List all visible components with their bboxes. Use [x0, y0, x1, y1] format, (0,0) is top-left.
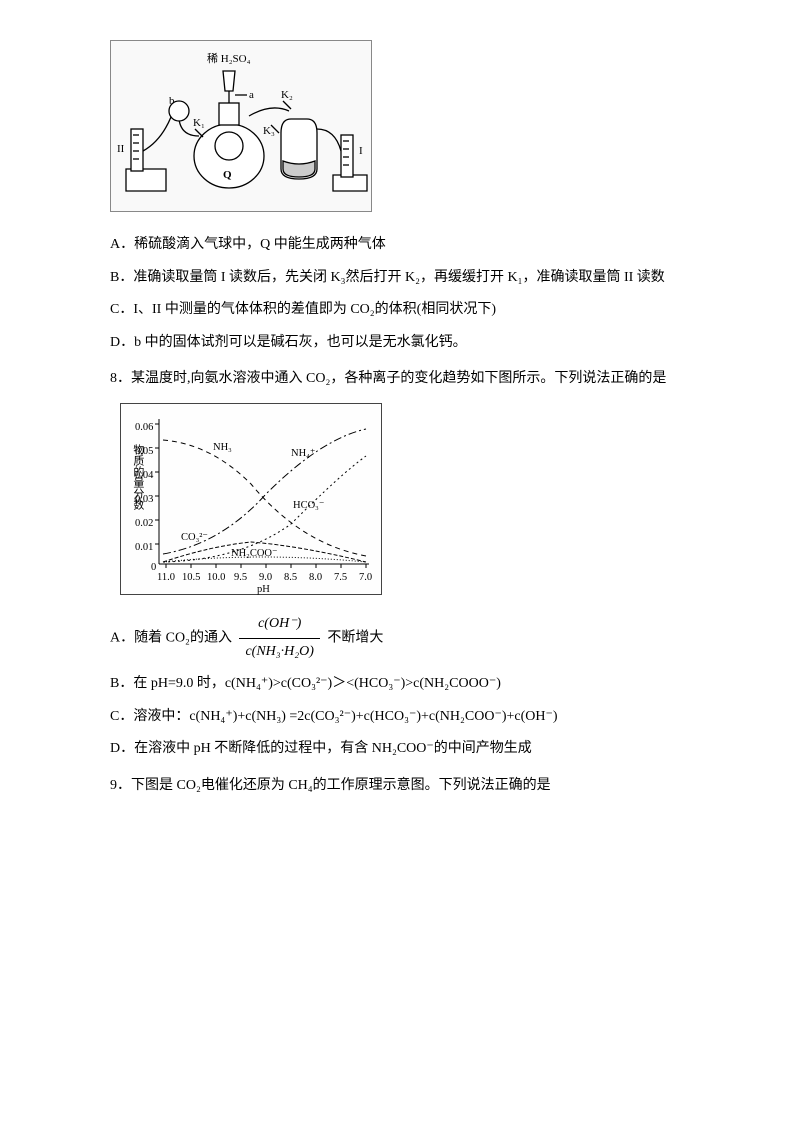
question-8: 8．某温度时,向氨水溶液中通入 CO₂，各种离子的变化趋势如下图所示。下列说法正… — [110, 366, 690, 393]
series-hco3: HCO₃⁻ — [293, 496, 324, 516]
xtick-6: 8.0 — [309, 568, 322, 588]
label-k3: K₃ — [263, 121, 275, 142]
opt-7d: D．b 中的固体试剂可以是碱石灰，也可以是无水氯化钙。 — [110, 330, 690, 357]
fraction: c(OH⁻) c(NH₃·H₂O) — [239, 611, 319, 665]
xtick-2: 10.0 — [207, 568, 225, 588]
ytick-2: 0.04 — [135, 466, 153, 486]
opt-7b: B．准确读取量筒 I 读数后，先关闭 K₃然后打开 K₂，再缓缓打开 K₁，准确… — [110, 265, 690, 292]
frac-num: c(OH⁻) — [239, 611, 319, 639]
opt-8a: A．随着 CO₂的通入 c(OH⁻) c(NH₃·H₂O) 不断增大 — [110, 611, 690, 665]
opt-8d: D．在溶液中 pH 不断降低的过程中，有含 NH₂COO⁻的中间产物生成 — [110, 736, 690, 763]
label-i: I — [359, 141, 363, 162]
label-ii: II — [117, 139, 124, 160]
ytick-4: 0.02 — [135, 514, 153, 534]
label-b: b — [169, 91, 175, 112]
opt-8c: C．溶液中：c(NH₄⁺)+c(NH₃) =2c(CO₃²⁻)+c(HCO₃⁻)… — [110, 704, 690, 731]
apparatus-diagram: 稀 H₂SO₄ a K₂ K₁ K₃ b Q II I — [110, 40, 372, 212]
opt-8a-prefix: A．随着 CO₂的通入 — [110, 630, 232, 645]
series-nh3: NH₃ — [213, 438, 232, 458]
ytick-3: 0.03 — [135, 490, 153, 510]
series-co3: CO₃²⁻ — [181, 528, 208, 548]
xtick-5: 8.5 — [284, 568, 297, 588]
xtick-1: 10.5 — [182, 568, 200, 588]
ytick-0: 0.06 — [135, 418, 153, 438]
question-9: 9．下图是 CO₂电催化还原为 CH₄的工作原理示意图。下列说法正确的是 — [110, 773, 690, 800]
opt-7c: C．I、II 中测量的气体体积的差值即为 CO₂的体积(相同状况下) — [110, 297, 690, 324]
xtick-0: 11.0 — [157, 568, 175, 588]
ytick-1: 0.05 — [135, 442, 153, 462]
opt-7a: A．稀硫酸滴入气球中，Q 中能生成两种气体 — [110, 232, 690, 259]
series-nh2coo: NH₂COO⁻ — [231, 544, 278, 564]
xtick-3: 9.5 — [234, 568, 247, 588]
label-q: Q — [223, 165, 232, 186]
ytick-6: 0 — [151, 558, 156, 578]
species-graph: 物质的量分数 0.06 0.05 0.04 0.03 0.02 0.01 0 1… — [120, 403, 382, 595]
xtick-8: 7.0 — [359, 568, 372, 588]
x-axis-label: pH — [257, 580, 270, 600]
label-k2: K₂ — [281, 85, 293, 106]
frac-den: c(NH₃·H₂O) — [239, 639, 319, 666]
acid-label: 稀 H₂SO₄ — [207, 49, 250, 70]
opt-8b: B．在 pH=9.0 时，c(NH₄⁺)>c(CO₃²⁻)＞<(HCO₃⁻)>c… — [110, 671, 690, 698]
label-a: a — [249, 85, 254, 106]
xtick-7: 7.5 — [334, 568, 347, 588]
opt-8a-suffix: 不断增大 — [327, 630, 383, 645]
label-k1: K₁ — [193, 113, 205, 134]
series-nh4: NH₄⁺ — [291, 444, 315, 464]
ytick-5: 0.01 — [135, 538, 153, 558]
